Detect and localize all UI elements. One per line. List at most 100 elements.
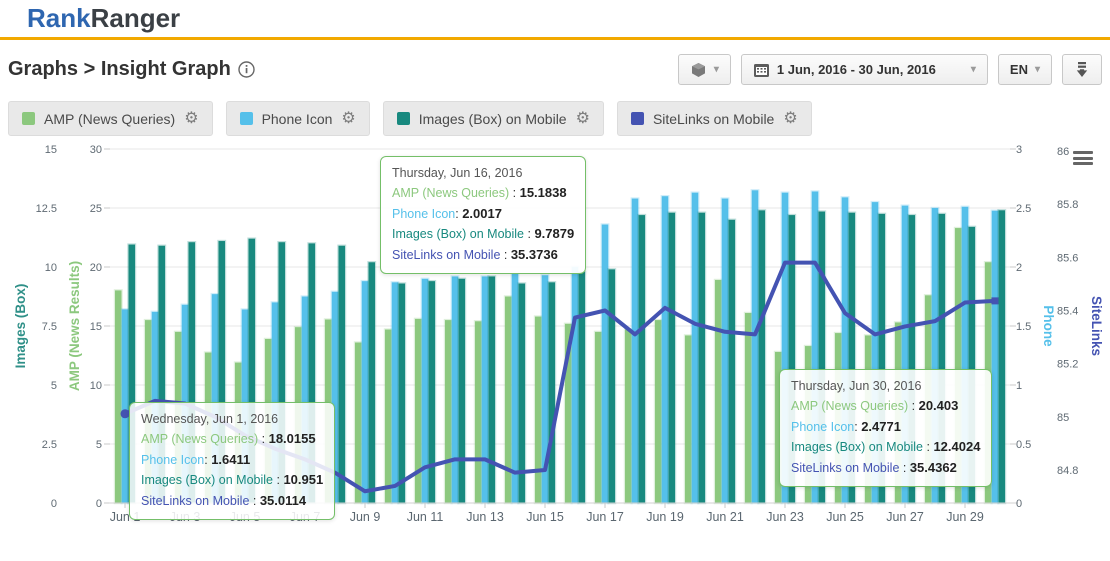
bar-amp-Jun 15[interactable] xyxy=(533,315,543,505)
bar-phone-Jun 21[interactable] xyxy=(720,197,730,505)
x-axis-label: Jun 27 xyxy=(886,510,924,524)
bar-images-Jun 20[interactable] xyxy=(697,211,707,505)
bar-phone-Jun 19[interactable] xyxy=(660,195,670,505)
bar-images-Jun 13[interactable] xyxy=(487,275,497,505)
date-range-button[interactable]: 1 Jun, 2016 - 30 Jun, 2016 ▾ xyxy=(740,54,988,85)
sitelinks-axis-tick-label: 85 xyxy=(1057,412,1069,424)
bar-images-Jun 19[interactable] xyxy=(667,211,677,505)
x-axis-label: Jun 11 xyxy=(407,510,444,524)
tooltip-date: Wednesday, Jun 1, 2016 xyxy=(141,412,279,426)
sitelinks-axis-tick-label: 85.6 xyxy=(1057,252,1078,264)
logo-rank: Rank xyxy=(27,3,91,33)
x-axis-label: Jun 21 xyxy=(706,510,744,524)
bar-images-Jun 15[interactable] xyxy=(547,281,557,505)
bar-images-Jun 9[interactable] xyxy=(367,261,377,505)
amp-axis-tick-label: 20 xyxy=(90,262,102,274)
bar-images-Jun 18[interactable] xyxy=(637,213,647,505)
amp-swatch xyxy=(22,112,35,125)
line-marker-jun1[interactable] xyxy=(120,409,130,419)
chart-tooltip-jun30: Thursday, Jun 30, 2016 AMP (News Queries… xyxy=(779,369,993,487)
bar-amp-Jun 22[interactable] xyxy=(743,311,753,505)
images-axis-tick-label: 10 xyxy=(45,262,57,274)
legend-chip-images[interactable]: Images (Box) on Mobile ⚙ xyxy=(382,101,604,136)
bar-images-Jun 12[interactable] xyxy=(457,277,467,505)
bar-amp-Jun 13[interactable] xyxy=(473,320,483,505)
phone-axis-tick-label: 2 xyxy=(1016,262,1022,274)
amp-axis-tick-label: 25 xyxy=(90,203,102,215)
bar-phone-Jun 18[interactable] xyxy=(630,197,640,505)
package-cube-icon xyxy=(691,62,705,77)
chart-tooltip-jun1: Wednesday, Jun 1, 2016 AMP (News Queries… xyxy=(129,402,336,520)
download-icon xyxy=(1076,62,1088,77)
language-button[interactable]: EN ▾ xyxy=(997,54,1052,85)
bar-images-Jun 10[interactable] xyxy=(397,282,407,505)
bar-amp-Jun 17[interactable] xyxy=(593,330,603,505)
x-axis-label: Jun 19 xyxy=(646,510,684,524)
phone-axis-tick-label: 2.5 xyxy=(1016,203,1031,215)
rankranger-logo[interactable]: RankRanger xyxy=(27,3,180,34)
bar-images-Jun 11[interactable] xyxy=(427,279,437,505)
app-header: RankRanger xyxy=(0,0,1110,40)
images-axis-tick-label: 0 xyxy=(51,498,57,510)
bar-amp-Jun 12[interactable] xyxy=(443,318,453,505)
bar-images-Jun 30[interactable] xyxy=(997,209,1007,505)
x-axis-label: Jun 23 xyxy=(766,510,804,524)
phone-axis-tick-label: 1.5 xyxy=(1016,321,1031,333)
bar-amp-Jun 18[interactable] xyxy=(623,328,633,505)
gear-icon[interactable]: ⚙ xyxy=(341,109,356,127)
phone-axis-tick-label: 1 xyxy=(1016,380,1022,392)
bar-phone-Jun 12[interactable] xyxy=(450,275,460,505)
phone-axis-title: Phone xyxy=(1041,305,1056,347)
bar-phone-Jun 13[interactable] xyxy=(480,275,490,505)
language-label: EN xyxy=(1009,62,1028,77)
legend-chip-sitelinks[interactable]: SiteLinks on Mobile ⚙ xyxy=(616,101,812,136)
bar-phone-Jun 1[interactable] xyxy=(120,308,130,505)
gear-icon[interactable]: ⚙ xyxy=(575,109,590,127)
x-axis-label: Jun 29 xyxy=(946,510,984,524)
bar-images-Jun 21[interactable] xyxy=(727,218,737,505)
bar-phone-Jun 17[interactable] xyxy=(600,223,610,505)
images-axis-tick-label: 12.5 xyxy=(36,203,57,215)
bar-phone-Jun 22[interactable] xyxy=(750,189,760,505)
chart-menu-icon[interactable] xyxy=(1073,151,1093,168)
chart-tooltip-jun16: Thursday, Jun 16, 2016 AMP (News Queries… xyxy=(380,156,587,274)
bar-images-Jun 8[interactable] xyxy=(337,244,347,505)
amp-axis-tick-label: 5 xyxy=(96,439,102,451)
date-range-label: 1 Jun, 2016 - 30 Jun, 2016 xyxy=(776,62,936,77)
bar-images-Jun 16[interactable] xyxy=(577,270,587,505)
phone-axis-tick-label: 0.5 xyxy=(1016,439,1031,451)
legend-chip-amp[interactable]: AMP (News Queries) ⚙ xyxy=(8,101,213,136)
info-icon[interactable] xyxy=(238,61,255,78)
package-selector-button[interactable]: ▾ xyxy=(677,54,731,85)
gear-icon[interactable]: ⚙ xyxy=(783,109,798,127)
images-axis-tick-label: 15 xyxy=(45,144,57,156)
bar-phone-Jun 30[interactable] xyxy=(990,209,1000,505)
bar-amp-Jun 19[interactable] xyxy=(653,318,663,505)
gear-icon[interactable]: ⚙ xyxy=(184,109,199,127)
chevron-down-icon: ▾ xyxy=(970,64,976,75)
chart-canvas[interactable]: 0 2.5 5 7.5 10 12.5 15 0 5 10 15 20 25 30 0 0.5 1 1.5 2 2.5… xyxy=(0,140,1110,531)
bar-amp-Jun 20[interactable] xyxy=(683,334,693,505)
bar-amp-Jun 11[interactable] xyxy=(413,317,423,505)
bar-phone-Jun 14[interactable] xyxy=(510,271,520,505)
x-axis-label: Jun 9 xyxy=(350,510,381,524)
bar-amp-Jun 1[interactable] xyxy=(113,289,123,505)
bar-amp-Jun 21[interactable] xyxy=(713,278,723,505)
bar-phone-Jun 20[interactable] xyxy=(690,191,700,505)
bar-images-Jun 17[interactable] xyxy=(607,268,617,505)
bar-images-Jun 22[interactable] xyxy=(757,209,767,505)
download-button[interactable] xyxy=(1062,54,1102,85)
sitelinks-axis-tick-label: 84.8 xyxy=(1057,465,1078,477)
bar-phone-Jun 10[interactable] xyxy=(390,281,400,505)
legend-chip-phone[interactable]: Phone Icon ⚙ xyxy=(225,101,370,136)
bar-amp-Jun 9[interactable] xyxy=(353,341,363,505)
bar-amp-Jun 10[interactable] xyxy=(383,328,393,505)
insight-chart[interactable]: 0 2.5 5 7.5 10 12.5 15 0 5 10 15 20 25 30 0 0.5 1 1.5 2 2.5… xyxy=(0,140,1110,531)
images-swatch xyxy=(396,112,410,125)
line-marker-jun30[interactable] xyxy=(991,297,999,305)
legend-label: Images (Box) on Mobile xyxy=(418,110,567,127)
bar-phone-Jun 9[interactable] xyxy=(360,279,370,505)
bar-phone-Jun 16[interactable] xyxy=(570,265,580,505)
toolbar: ▾ 1 Jun, 2016 - 30 Jun, 2016 ▾ EN ▾ xyxy=(677,54,1102,85)
sitelinks-axis-tick-label: 85.4 xyxy=(1057,306,1078,318)
